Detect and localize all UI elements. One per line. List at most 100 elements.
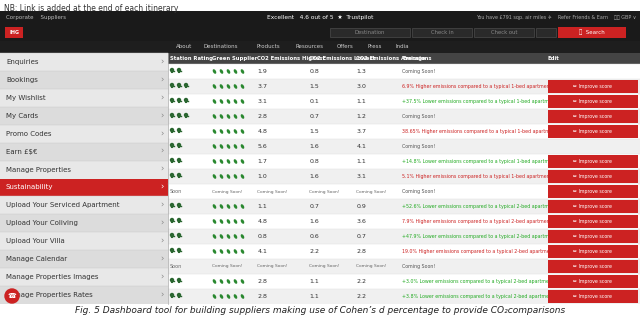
Ellipse shape [212,159,216,164]
Ellipse shape [212,294,216,299]
Circle shape [184,99,188,101]
Text: 19.0% Higher emissions compared to a typical 2-bed apartment in London: 19.0% Higher emissions compared to a typ… [402,249,580,254]
Text: Products: Products [257,45,280,50]
Text: 1.1: 1.1 [309,294,319,299]
Text: 1.6: 1.6 [309,144,319,149]
Circle shape [170,158,173,162]
Circle shape [170,294,173,296]
Text: 38.65% Higher emissions compared to a typical 1-bed apartment in London: 38.65% Higher emissions compared to a ty… [402,129,583,134]
Text: 1.5: 1.5 [309,84,319,89]
Text: 4.8: 4.8 [257,219,267,224]
Text: 0.7: 0.7 [309,114,319,119]
Text: 3.7: 3.7 [356,129,367,134]
Bar [548,95,638,108]
Ellipse shape [220,69,223,74]
Circle shape [177,158,180,162]
Text: 1.7: 1.7 [257,159,267,164]
Text: Corporate    Suppliers: Corporate Suppliers [6,15,66,20]
Ellipse shape [234,114,237,119]
Circle shape [177,248,180,252]
Text: CO2 Emissions Highest: CO2 Emissions Highest [257,56,325,61]
Ellipse shape [227,249,230,254]
Text: 3.1: 3.1 [257,99,267,104]
Text: 4.1: 4.1 [257,249,267,254]
Text: Station Rating: Station Rating [170,56,213,61]
Text: Manage Properties: Manage Properties [6,167,71,173]
Ellipse shape [220,234,223,239]
Text: Check out: Check out [491,30,517,35]
Bar [548,290,638,303]
Bar [548,80,638,93]
Bar [0,214,168,232]
Bar [0,24,640,41]
Ellipse shape [234,204,237,209]
Circle shape [170,68,173,72]
Circle shape [177,174,180,176]
Ellipse shape [212,204,216,209]
Text: Destinations: Destinations [203,45,237,50]
Circle shape [177,143,180,147]
Bar [0,125,168,143]
Ellipse shape [241,84,244,89]
Ellipse shape [241,99,244,104]
Circle shape [170,99,173,101]
Text: Press: Press [368,45,382,50]
Text: Sustainability: Sustainability [6,184,54,190]
Text: ›: › [161,129,164,138]
Text: 2.8: 2.8 [356,249,366,254]
Ellipse shape [234,144,237,149]
Ellipse shape [212,144,216,149]
Bar [0,11,640,24]
Ellipse shape [241,249,244,254]
Text: Coming Soon!: Coming Soon! [356,265,387,268]
Text: Green Supplier: Green Supplier [212,56,258,61]
Ellipse shape [241,294,244,299]
Text: Coming Soon!: Coming Soon! [257,265,288,268]
Text: 0.6: 0.6 [309,234,319,239]
Ellipse shape [227,114,230,119]
Bar [558,27,626,38]
Ellipse shape [212,69,216,74]
Circle shape [170,218,173,222]
Bar [168,139,640,154]
Circle shape [177,204,180,206]
Text: Destination: Destination [355,30,385,35]
Bar [0,53,168,71]
Text: 1.0: 1.0 [257,174,267,179]
Text: 3.6: 3.6 [356,219,366,224]
Text: 0.8: 0.8 [309,69,319,74]
Bar [0,197,168,214]
Text: 4.8: 4.8 [257,129,267,134]
Circle shape [170,279,173,281]
Ellipse shape [241,204,244,209]
Circle shape [177,218,180,222]
Ellipse shape [220,204,223,209]
Ellipse shape [212,249,216,254]
Circle shape [170,114,173,116]
Text: Bookings: Bookings [6,77,38,83]
Text: +37.5% Lower emissions compared to a typical 1-bed apartment in London: +37.5% Lower emissions compared to a typ… [402,99,582,104]
Text: 2.2: 2.2 [356,279,367,284]
Text: ›: › [161,255,164,264]
Text: 0.9: 0.9 [356,204,366,209]
Text: Resources: Resources [295,45,323,50]
Text: Coming Soon!: Coming Soon! [212,190,243,193]
Text: 2.2: 2.2 [309,249,319,254]
Ellipse shape [227,144,230,149]
Text: 1.3: 1.3 [356,69,366,74]
Circle shape [170,248,173,252]
Bar [5,27,23,38]
Circle shape [177,294,180,296]
Bar [548,185,638,198]
Ellipse shape [220,99,223,104]
Circle shape [170,233,173,237]
Text: IHG: IHG [9,30,19,35]
Text: Soon: Soon [170,189,182,194]
Circle shape [170,84,173,86]
Ellipse shape [212,234,216,239]
Text: CO2 Emissions Lowest: CO2 Emissions Lowest [309,56,376,61]
Ellipse shape [234,159,237,164]
Ellipse shape [234,129,237,134]
Circle shape [177,114,180,116]
Circle shape [177,279,180,281]
